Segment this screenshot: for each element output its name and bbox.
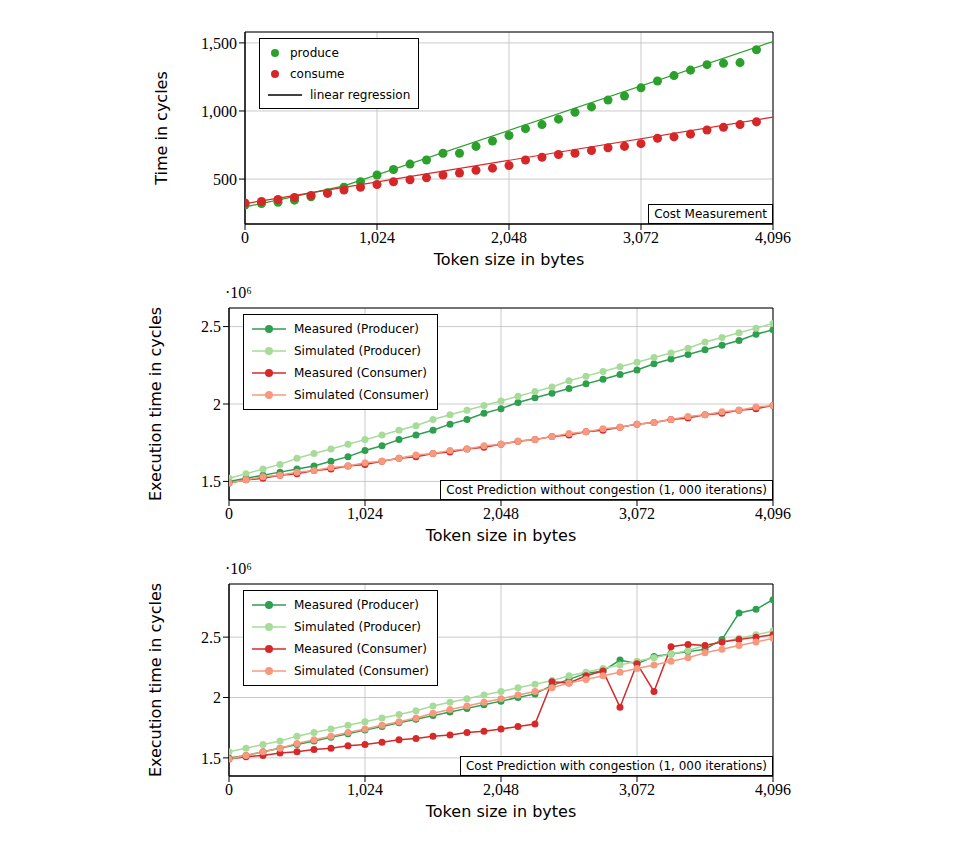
svg-text:4,096: 4,096 xyxy=(755,781,791,798)
html-text:Simulated (Consumer): Simulated (Consumer) xyxy=(294,664,429,678)
svg-text:0: 0 xyxy=(225,781,233,798)
html-text:·10⁶: ·10⁶ xyxy=(225,560,252,577)
html-text:Measured (Producer): Measured (Producer) xyxy=(294,322,419,336)
svg-text:2.5: 2.5 xyxy=(201,629,221,646)
html-text:Simulated (Producer): Simulated (Producer) xyxy=(294,620,421,634)
svg-text:1,024: 1,024 xyxy=(359,229,395,246)
svg-text:2,048: 2,048 xyxy=(483,781,519,798)
svg-text:0: 0 xyxy=(225,505,233,522)
html-text:Cost Measurement: Cost Measurement xyxy=(654,207,767,221)
svg-text:1,500: 1,500 xyxy=(201,35,237,52)
svg-text:1.5: 1.5 xyxy=(201,750,221,767)
svg-text:2,048: 2,048 xyxy=(483,505,519,522)
html-text:linear regression: linear regression xyxy=(310,87,411,102)
html-text:Simulated (Producer): Simulated (Producer) xyxy=(294,344,421,358)
svg-text:1,000: 1,000 xyxy=(201,103,237,120)
svg-text:2.5: 2.5 xyxy=(201,318,221,335)
html-text:Time in cycles: Time in cycles xyxy=(151,71,171,185)
html-text:consume: consume xyxy=(290,66,345,81)
svg-text:4,096: 4,096 xyxy=(755,229,791,246)
html-text:Measured (Consumer): Measured (Consumer) xyxy=(294,366,427,380)
html-text:Token size in bytes: Token size in bytes xyxy=(433,250,585,269)
html-text:produce: produce xyxy=(290,45,339,60)
html-text:Simulated (Consumer): Simulated (Consumer) xyxy=(294,388,429,402)
svg-text:1.5: 1.5 xyxy=(201,473,221,490)
html-text:Cost Prediction without conges: Cost Prediction without congestion (1, 0… xyxy=(446,483,767,497)
svg-text:1,024: 1,024 xyxy=(347,505,383,522)
html-text:Measured (Producer): Measured (Producer) xyxy=(294,598,419,612)
svg-text:500: 500 xyxy=(213,171,237,188)
svg-text:1,024: 1,024 xyxy=(347,781,383,798)
html-text:Cost Prediction with congestio: Cost Prediction with congestion (1, 000 … xyxy=(465,759,767,773)
svg-text:4,096: 4,096 xyxy=(755,505,791,522)
html-text:Token size in bytes: Token size in bytes xyxy=(425,526,577,545)
svg-text:3,072: 3,072 xyxy=(619,781,655,798)
html-text:Execution time in cycles: Execution time in cycles xyxy=(145,306,165,502)
svg-text:3,072: 3,072 xyxy=(619,505,655,522)
html-text:Token size in bytes: Token size in bytes xyxy=(425,802,577,821)
svg-text:2: 2 xyxy=(213,396,221,413)
svg-text:0: 0 xyxy=(241,229,249,246)
html-text:·10⁶: ·10⁶ xyxy=(225,284,252,301)
html-text:Execution time in cycles: Execution time in cycles xyxy=(145,582,165,778)
svg-text:2: 2 xyxy=(213,689,221,706)
html-text:Measured (Consumer): Measured (Consumer) xyxy=(294,642,427,656)
svg-text:2,048: 2,048 xyxy=(491,229,527,246)
svg-text:3,072: 3,072 xyxy=(623,229,659,246)
